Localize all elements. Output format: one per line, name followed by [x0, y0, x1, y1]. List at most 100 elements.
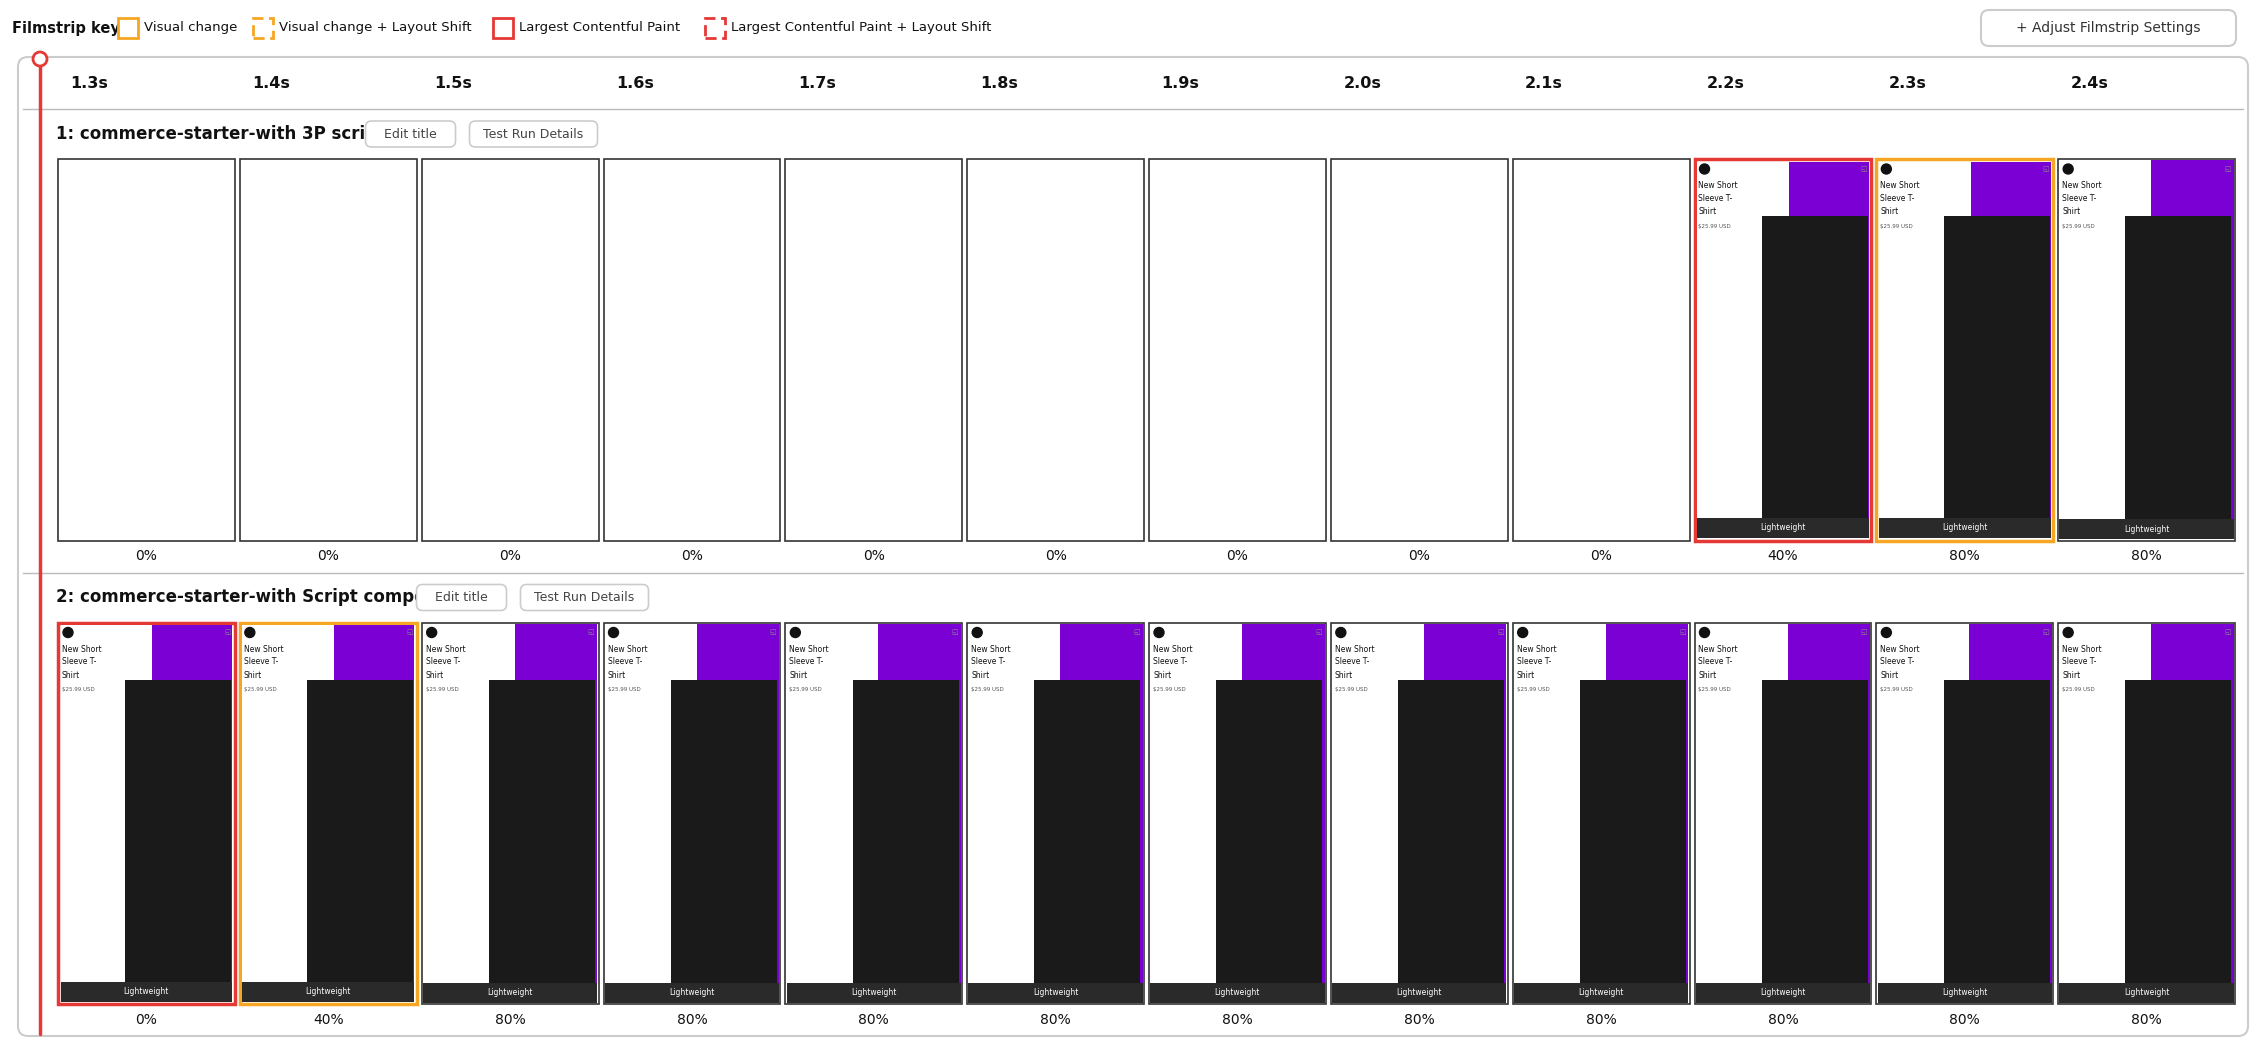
Text: $25.99 USD: $25.99 USD	[1700, 687, 1731, 692]
Text: $25.99 USD: $25.99 USD	[1335, 687, 1369, 692]
Text: Sleeve T-: Sleeve T-	[972, 658, 1006, 666]
Text: 80%: 80%	[678, 1013, 707, 1027]
Text: 80%: 80%	[1405, 1013, 1434, 1027]
Circle shape	[2062, 164, 2073, 174]
Bar	[1879, 161, 2051, 538]
Circle shape	[34, 52, 48, 66]
Text: $25.99 USD: $25.99 USD	[972, 687, 1004, 692]
Text: Lightweight: Lightweight	[1942, 524, 1987, 532]
Circle shape	[1700, 164, 1709, 174]
Bar	[1697, 161, 1788, 538]
Text: ◱: ◱	[2042, 629, 2048, 636]
Text: $25.99 USD: $25.99 USD	[61, 687, 95, 692]
Text: Shirt: Shirt	[1700, 670, 1718, 680]
Bar	[1695, 623, 1872, 1004]
Text: Edit title: Edit title	[435, 591, 487, 604]
Text: 80%: 80%	[859, 1013, 888, 1027]
Bar	[2058, 623, 2234, 1004]
Bar	[1332, 624, 1423, 1002]
Bar	[1514, 623, 1690, 1004]
Bar	[1149, 623, 1326, 1004]
Bar	[1879, 624, 2053, 1002]
Text: 80%: 80%	[1040, 1013, 1072, 1027]
Text: 40%: 40%	[313, 1013, 344, 1027]
Text: Sleeve T-: Sleeve T-	[1153, 658, 1187, 666]
Text: ◱: ◱	[1860, 629, 1867, 636]
Text: New Short: New Short	[1516, 644, 1557, 653]
Bar	[240, 623, 417, 1004]
Circle shape	[1337, 627, 1346, 638]
Text: Filmstrip key:: Filmstrip key:	[11, 20, 125, 36]
Text: 1.5s: 1.5s	[435, 76, 471, 91]
Bar	[1579, 680, 1686, 984]
Text: 80%: 80%	[494, 1013, 526, 1027]
Bar	[852, 680, 959, 984]
Bar	[1761, 680, 1867, 984]
Text: Sleeve T-: Sleeve T-	[2062, 658, 2096, 666]
Bar	[605, 624, 780, 1002]
Text: Edit title: Edit title	[385, 128, 437, 140]
Text: Sleeve T-: Sleeve T-	[1881, 194, 1915, 203]
Bar	[671, 680, 777, 984]
Text: Lightweight: Lightweight	[668, 989, 714, 997]
Text: New Short: New Short	[426, 644, 465, 653]
Bar	[603, 159, 780, 541]
Bar	[1332, 982, 1507, 1002]
Bar	[242, 625, 335, 1001]
Text: 80%: 80%	[2132, 549, 2162, 564]
Bar	[603, 623, 780, 1004]
Text: Shirt: Shirt	[426, 670, 444, 680]
Text: New Short: New Short	[972, 644, 1011, 653]
Bar	[705, 18, 725, 38]
FancyBboxPatch shape	[1980, 9, 2237, 46]
Text: $25.99 USD: $25.99 USD	[607, 687, 641, 692]
Bar	[242, 981, 415, 1001]
Text: Shirt: Shirt	[607, 670, 625, 680]
Text: Shirt: Shirt	[61, 670, 79, 680]
Text: 1.7s: 1.7s	[798, 76, 836, 91]
Text: Sleeve T-: Sleeve T-	[245, 658, 279, 666]
Bar	[494, 18, 512, 38]
Text: Lightweight: Lightweight	[1396, 989, 1441, 997]
Text: Shirt: Shirt	[2062, 670, 2080, 680]
Text: 1: commerce-starter-with 3P scripts: 1: commerce-starter-with 3P scripts	[57, 125, 394, 143]
Bar	[1697, 518, 1869, 538]
Text: Lightweight: Lightweight	[1215, 989, 1260, 997]
Bar	[125, 680, 231, 984]
Bar	[2060, 160, 2150, 540]
Text: New Short: New Short	[1700, 181, 1738, 190]
Bar	[1879, 624, 1969, 1002]
Text: $25.99 USD: $25.99 USD	[1516, 687, 1550, 692]
Bar	[2060, 520, 2234, 540]
Text: $25.99 USD: $25.99 USD	[2062, 687, 2094, 692]
Text: Shirt: Shirt	[1881, 207, 1899, 216]
Bar	[968, 982, 1142, 1002]
Text: Shirt: Shirt	[1516, 670, 1534, 680]
Bar	[786, 982, 961, 1002]
Bar	[242, 625, 415, 1001]
Text: ◱: ◱	[2042, 165, 2048, 172]
Text: Lightweight: Lightweight	[1033, 989, 1079, 997]
Circle shape	[2062, 627, 2073, 638]
Text: Sleeve T-: Sleeve T-	[789, 658, 825, 666]
Text: 0%: 0%	[499, 549, 521, 564]
Text: + Adjust Filmstrip Settings: + Adjust Filmstrip Settings	[2017, 21, 2200, 35]
Bar	[1876, 159, 2053, 541]
FancyBboxPatch shape	[469, 121, 598, 147]
Text: 80%: 80%	[1949, 1013, 1980, 1027]
Text: New Short: New Short	[1153, 644, 1192, 653]
Text: 2.0s: 2.0s	[1344, 76, 1382, 91]
Bar	[2060, 982, 2234, 1002]
Circle shape	[972, 627, 981, 638]
Text: ◱: ◱	[952, 629, 959, 636]
Text: Sleeve T-: Sleeve T-	[1335, 658, 1369, 666]
Bar	[2060, 160, 2234, 540]
FancyBboxPatch shape	[521, 585, 648, 610]
Bar	[1514, 624, 1607, 1002]
Text: New Short: New Short	[1881, 644, 1919, 653]
Bar	[306, 680, 412, 984]
Text: $25.99 USD: $25.99 USD	[1700, 225, 1731, 229]
Text: Visual change + Layout Shift: Visual change + Layout Shift	[279, 21, 471, 35]
Bar	[968, 624, 1060, 1002]
Text: Test Run Details: Test Run Details	[483, 128, 585, 140]
